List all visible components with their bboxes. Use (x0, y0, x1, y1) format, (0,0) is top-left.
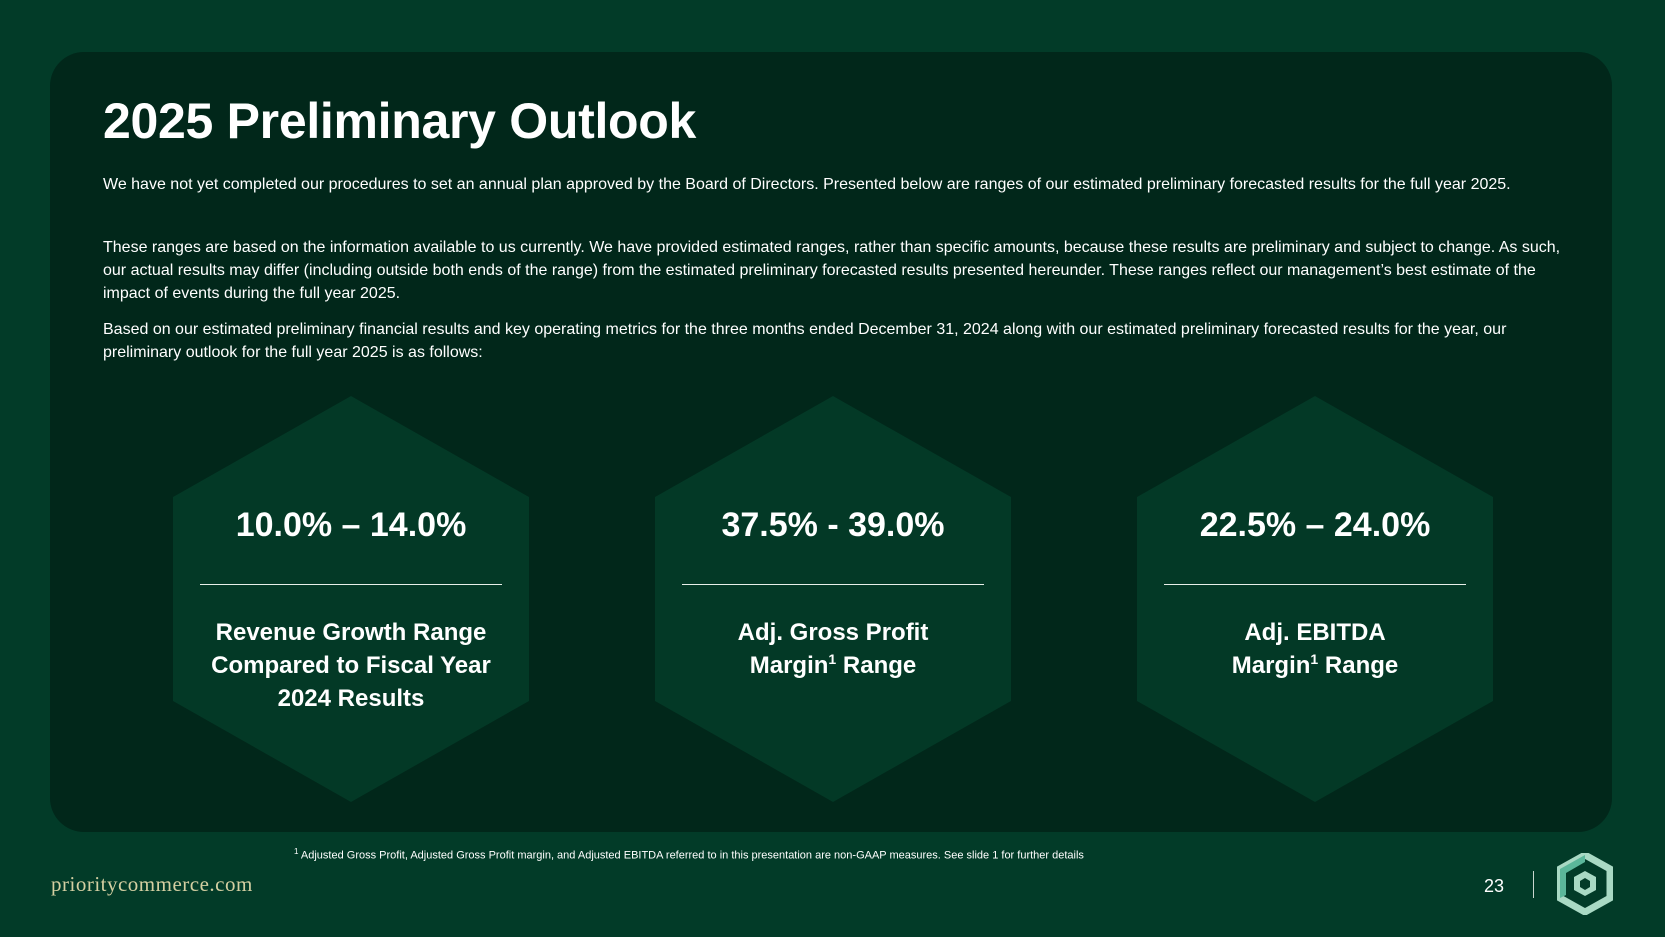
metric-label-line: Adj. Gross Profit (737, 619, 929, 646)
metric-label: Adj. Gross Profit Margin1 Range (675, 616, 991, 682)
hexagon-shape (173, 396, 529, 802)
metric-label-text: Range (1318, 652, 1399, 679)
metric-label-text: Margin (1231, 652, 1311, 679)
metric-value: 22.5% – 24.0% (1199, 506, 1431, 544)
metric-label-line: Adj. EBITDA (1244, 619, 1386, 646)
footnote-marker: 1 (828, 651, 837, 667)
metric-divider (200, 584, 502, 585)
footnote: 1 Adjusted Gross Profit, Adjusted Gross … (294, 847, 1084, 862)
footnote-marker: 1 (1310, 651, 1319, 667)
page-number: 23 (1484, 876, 1505, 896)
hexagon-shape (655, 396, 1011, 802)
hexagon-shape (1137, 396, 1493, 802)
footer-divider (1533, 871, 1534, 898)
metric-label-text: Margin (749, 652, 829, 679)
metric-label-line: Revenue Growth Range (215, 619, 487, 646)
intro-paragraph: We have not yet completed our procedures… (103, 176, 1511, 193)
metric-adj-ebitda-margin: 22.5% – 24.0% Adj. EBITDA Margin1 Range (1137, 396, 1493, 802)
metric-label-line: Margin1 Range (675, 649, 991, 682)
metric-label: Adj. EBITDA Margin1 Range (1157, 616, 1473, 682)
brand-url: prioritycommerce.com (51, 872, 253, 896)
footnote-marker: 1 (294, 847, 299, 856)
metric-adj-gross-profit-margin: 37.5% - 39.0% Adj. Gross Profit Margin1 … (655, 396, 1011, 802)
metric-label-text: Range (836, 652, 917, 679)
metric-label-line: Margin1 Range (1157, 649, 1473, 682)
ranges-paragraph: These ranges are based on the informatio… (103, 239, 1561, 302)
metric-value: 10.0% – 14.0% (235, 506, 467, 544)
metric-divider (682, 584, 984, 585)
priority-hexagon-logo-icon (1557, 853, 1613, 915)
metric-value: 37.5% - 39.0% (721, 506, 945, 544)
metric-label-line: Compared to Fiscal Year (211, 652, 491, 679)
metric-label-line: 2024 Results (277, 685, 425, 712)
metric-revenue-growth: 10.0% – 14.0% Revenue Growth Range Compa… (173, 396, 529, 802)
metric-divider (1164, 584, 1466, 585)
outlook-paragraph: Based on our estimated preliminary finan… (103, 321, 1507, 361)
page-title: 2025 Preliminary Outlook (103, 93, 697, 149)
footnote-text: Adjusted Gross Profit, Adjusted Gross Pr… (298, 849, 1084, 862)
metric-label: Revenue Growth Range Compared to Fiscal … (193, 616, 509, 715)
